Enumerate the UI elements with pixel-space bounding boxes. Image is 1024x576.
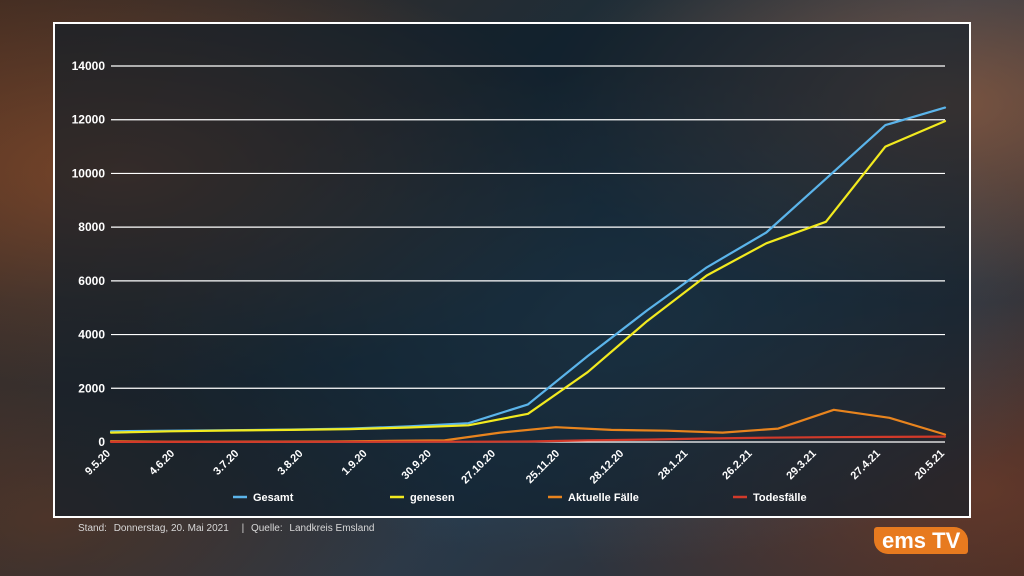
x-tick-label: 1.9.20 [340, 448, 370, 478]
x-tick-label: 25.11.20 [524, 448, 562, 486]
y-tick-label: 4000 [78, 328, 105, 342]
series-line-2 [109, 119, 947, 434]
chart-panel: 0 2000 4000 6000 8000 10000 12000 14000 9.5.20 4.… [53, 22, 971, 518]
source-label: Quelle: [250, 523, 283, 534]
y-tick-label: 0 [98, 435, 105, 449]
series-line-4 [109, 435, 947, 443]
x-tick-label: 4.6.20 [147, 448, 177, 478]
y-tick-label: 10000 [72, 166, 106, 180]
x-tick-label: 3.7.20 [211, 448, 241, 478]
y-tick-label: 14000 [72, 59, 106, 73]
x-tick-label: 26.2.21 [720, 448, 754, 482]
x-tick-label: 27.10.20 [459, 448, 498, 487]
x-tick-label: 20.5.21 [913, 448, 947, 482]
x-tick-label: 9.5.20 [83, 448, 113, 478]
line-chart: 0 2000 4000 6000 8000 10000 12000 14000 9.5.20 4.… [72, 59, 947, 504]
legend-label-3: Aktuelle Fälle [568, 492, 639, 504]
footer: Stand: Donnerstag, 20. Mai 2021 | Quelle… [78, 523, 378, 534]
stand-label: Stand: [78, 523, 107, 534]
x-tick-label: 30.9.20 [399, 448, 433, 482]
series-line-1 [109, 106, 947, 433]
footer-separator: | [241, 523, 245, 534]
source-value: Landkreis Emsland [289, 523, 375, 534]
y-tick-label: 12000 [72, 113, 106, 127]
y-tick-label: 8000 [78, 220, 105, 234]
legend-label-1: Gesamt [253, 492, 294, 504]
stand-value: Donnerstag, 20. Mai 2021 [113, 523, 229, 534]
legend-label-4: Todesfälle [753, 492, 807, 504]
x-tick-label: 29.3.21 [784, 448, 818, 482]
x-tick-label: 28.1.21 [656, 448, 690, 482]
x-tick-label: 28.12.20 [588, 448, 627, 487]
x-tick-label: 3.8.20 [275, 448, 305, 478]
x-tick-label: 27.4.21 [849, 448, 883, 482]
y-tick-label: 6000 [78, 274, 105, 288]
y-tick-label: 2000 [78, 381, 105, 395]
ems-tv-logo: ems TV [874, 527, 969, 554]
legend-label-2: genesen [410, 492, 455, 504]
